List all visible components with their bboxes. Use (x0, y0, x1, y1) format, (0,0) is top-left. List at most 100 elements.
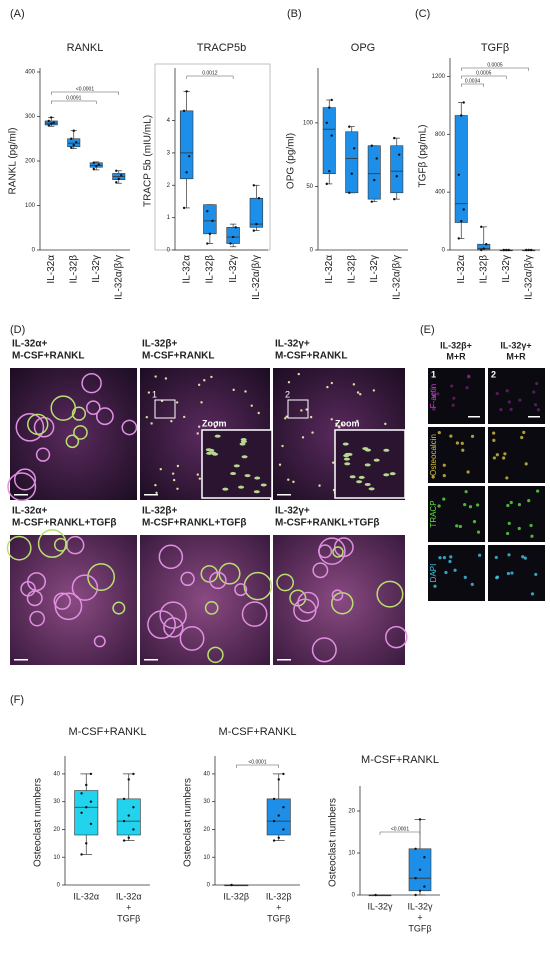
stain-image (488, 368, 545, 424)
panel-heading: M-CSF+RANKL+TGFβ (12, 518, 116, 529)
data-point (374, 893, 377, 897)
cell (311, 431, 314, 434)
cell (312, 562, 329, 579)
cell (196, 432, 199, 435)
cell (356, 480, 363, 484)
x-tick-label: IL-32γ (369, 255, 380, 283)
cell (343, 457, 350, 461)
cell (81, 372, 102, 394)
data-point (423, 885, 426, 888)
data-point (375, 157, 378, 160)
cell (460, 441, 464, 446)
chart-title: TGFβ (481, 42, 509, 54)
cell (214, 434, 221, 438)
x-tick-label: TGFβ (267, 913, 290, 923)
cell (470, 582, 474, 586)
stain-label: F-actin (429, 384, 438, 408)
cell (521, 555, 525, 559)
data-point (423, 856, 426, 859)
x-tick-label: IL-32γ (407, 901, 433, 911)
data-point (328, 106, 331, 109)
data-point (527, 248, 530, 252)
cell (297, 372, 300, 376)
cell (507, 553, 511, 557)
y-tick-label: 3 (167, 150, 171, 156)
data-point (507, 248, 510, 252)
data-point (462, 208, 465, 211)
cell (182, 415, 186, 419)
zoom-box (287, 399, 309, 419)
data-point (328, 169, 331, 173)
data-point (120, 174, 123, 177)
cell (535, 381, 539, 386)
y-tick-label: 2 (167, 183, 171, 189)
cell (35, 447, 51, 462)
zoom-box (154, 399, 176, 419)
y-tick-label: 30 (203, 799, 210, 805)
cell (518, 398, 522, 402)
box (226, 227, 240, 244)
x-tick-label: IL-32β (223, 891, 249, 901)
cell (466, 374, 471, 378)
cell (495, 576, 499, 580)
y-tick-label: 0 (352, 893, 356, 899)
zoom-label: Zoom (335, 418, 360, 428)
data-point (85, 783, 88, 787)
panel-label: (A) (10, 8, 25, 20)
cell (495, 391, 499, 396)
cell (250, 404, 253, 407)
cell (442, 474, 446, 478)
cell (164, 377, 168, 380)
cell (448, 559, 452, 564)
data-point (525, 248, 528, 252)
data-point (370, 144, 373, 147)
cell (233, 464, 240, 468)
cell (432, 394, 436, 398)
cell (145, 415, 149, 419)
inset-number: 2 (285, 389, 290, 399)
data-point (282, 806, 285, 809)
cell (527, 499, 531, 503)
p-value: 0.0012 (202, 70, 218, 76)
data-point (52, 121, 55, 124)
cell (172, 478, 176, 482)
cell (342, 442, 349, 446)
scale-bar (144, 659, 158, 661)
micrograph (140, 535, 270, 665)
cell (436, 392, 440, 396)
cell (362, 447, 369, 451)
y-tick-label: 400 (25, 70, 36, 76)
y-tick-label: 30 (53, 799, 60, 805)
cell (241, 601, 268, 627)
data-point (480, 248, 483, 252)
cell (385, 625, 408, 649)
data-point (80, 811, 83, 814)
x-tick-label: IL-32α/β/γ (523, 255, 534, 300)
x-tick-label: IL-32α (456, 255, 467, 284)
data-point (185, 90, 188, 93)
cell (344, 462, 351, 466)
y-tick-label: 100 (25, 203, 36, 209)
chart-title: RANKL (67, 42, 104, 54)
cell (6, 535, 32, 561)
chart-title: M-CSF+RANKL (219, 726, 297, 738)
x-tick-label: IL-32α (46, 255, 57, 284)
cell (213, 425, 217, 429)
data-point (325, 121, 328, 125)
data-point (208, 232, 212, 236)
x-tick-label: IL-32γ (228, 255, 239, 283)
data-point (234, 226, 237, 229)
x-tick-label: IL-32α (324, 255, 335, 284)
cell (244, 390, 247, 393)
cell (238, 485, 245, 489)
cell (95, 407, 114, 426)
data-point (92, 161, 95, 164)
cell (510, 571, 514, 575)
cell (464, 490, 468, 494)
y-tick-label: 0 (207, 883, 211, 889)
cell (71, 406, 87, 421)
cell (389, 472, 396, 476)
y-tick-label: 0 (57, 883, 61, 889)
cell (210, 375, 213, 379)
cell (522, 430, 526, 434)
